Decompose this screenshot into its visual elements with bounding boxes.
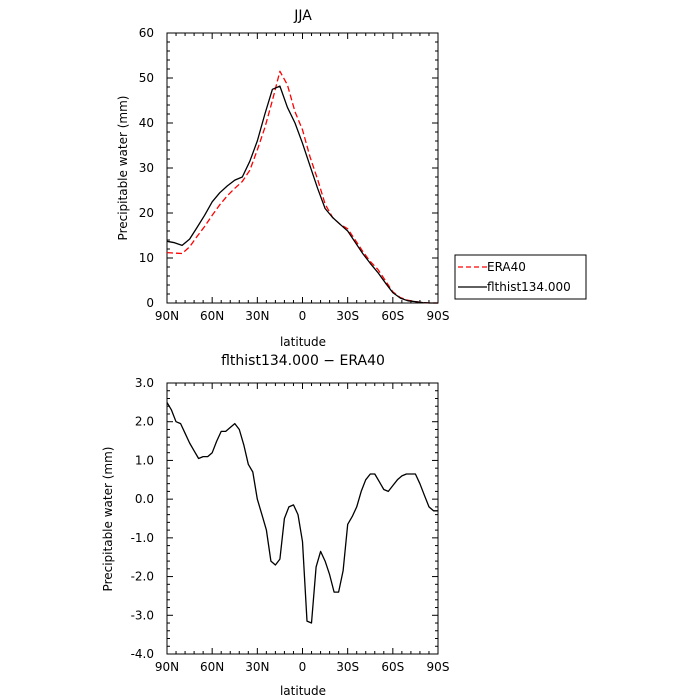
top-x-tick-label: 60N	[200, 309, 224, 323]
top-chart-x-axis-label: latitude	[280, 335, 326, 349]
top-series-line-era40	[166, 70, 438, 304]
top-chart-panel: JJA 90N 60N 30N 0 30S 60S 90S 0 10 20 30 40 50 60 lat…	[116, 8, 449, 349]
bottom-chart-x-axis-label: latitude	[280, 684, 326, 698]
bottom-y-tick-label: 3.0	[135, 376, 154, 390]
bottom-x-tick-label: 90S	[427, 660, 450, 674]
top-y-tick-label: 60	[139, 26, 154, 40]
top-y-tick-label: 20	[139, 206, 154, 220]
bottom-chart-panel: flthist134.000 − ERA40 90N 60N 30N 0 30S 60S 9…	[101, 353, 449, 698]
bottom-y-tick-label: -2.0	[131, 570, 154, 584]
top-y-tick-label: 0	[146, 296, 154, 310]
top-x-tick-label: 90S	[427, 309, 450, 323]
bottom-chart-series	[166, 402, 438, 624]
top-x-tick-label: 90N	[155, 309, 179, 323]
bottom-chart-y-axis-label: Precipitable water (mm)	[101, 447, 115, 592]
bottom-x-tick-label: 90N	[155, 660, 179, 674]
bottom-x-tick-label: 30N	[245, 660, 269, 674]
legend-label-era40: ERA40	[487, 260, 526, 274]
top-y-tick-label: 50	[139, 71, 154, 85]
top-chart-tick-labels: 90N 60N 30N 0 30S 60S 90S 0 10 20 30 40 50 60	[139, 26, 450, 323]
top-chart-series	[166, 70, 438, 304]
bottom-x-tick-label: 0	[299, 660, 307, 674]
top-x-tick-label: 60S	[381, 309, 404, 323]
top-y-tick-label: 40	[139, 116, 154, 130]
legend-label-flthist: flthist134.000	[487, 280, 571, 294]
bottom-chart-plot-frame	[166, 382, 439, 655]
top-chart-title: JJA	[293, 8, 312, 24]
top-chart-ticks	[166, 32, 439, 304]
bottom-chart-tick-labels: 90N 60N 30N 0 30S 60S 90S 3.0 2.0 1.0 0.0 -1.0 -2.0 -…	[131, 376, 450, 674]
bottom-y-tick-label: 2.0	[135, 415, 154, 429]
bottom-series-line-difference	[166, 402, 438, 624]
bottom-x-tick-label: 60S	[381, 660, 404, 674]
bottom-y-tick-label: 1.0	[135, 453, 154, 467]
bottom-y-tick-label: -1.0	[131, 531, 154, 545]
top-series-line-flthist134-000	[166, 85, 438, 304]
top-chart-plot-frame	[166, 32, 439, 304]
top-y-tick-label: 10	[139, 251, 154, 265]
legend: ERA40 flthist134.000	[454, 254, 587, 300]
bottom-y-tick-label: -3.0	[131, 608, 154, 622]
top-x-tick-label: 30N	[245, 309, 269, 323]
top-x-tick-label: 0	[299, 309, 307, 323]
top-y-tick-label: 30	[139, 161, 154, 175]
top-chart-y-axis-label: Precipitable water (mm)	[116, 96, 130, 241]
bottom-chart-title: flthist134.000 − ERA40	[221, 353, 385, 369]
legend-box	[454, 254, 587, 300]
top-x-tick-label: 30S	[336, 309, 359, 323]
bottom-y-tick-label: 0.0	[135, 492, 154, 506]
bottom-x-tick-label: 30S	[336, 660, 359, 674]
bottom-x-tick-label: 60N	[200, 660, 224, 674]
bottom-chart-ticks	[166, 382, 439, 655]
bottom-y-tick-label: -4.0	[131, 647, 154, 661]
